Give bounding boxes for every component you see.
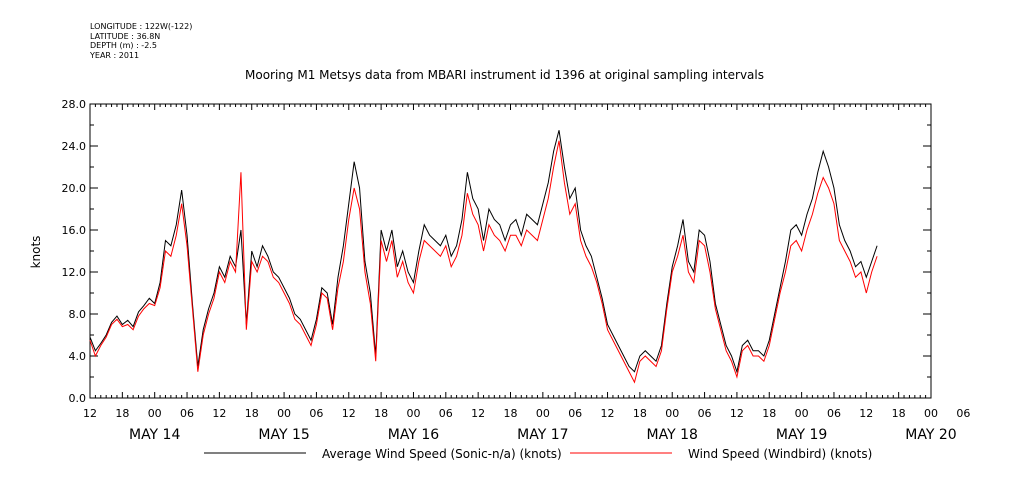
x-hour-tick-label: 06 <box>180 407 194 420</box>
y-tick-label: 28.0 <box>62 98 87 111</box>
x-hour-tick-label: 12 <box>342 407 356 420</box>
x-hour-tick-label: 12 <box>601 407 615 420</box>
x-day-label: MAY 14 <box>129 427 180 443</box>
metadata-block: LONGITUDE : 122W(-122) LATITUDE : 36.8N … <box>90 22 192 60</box>
y-tick-label: 20.0 <box>62 182 87 195</box>
series-line-sonic <box>89 130 878 374</box>
y-tick-label: 24.0 <box>62 140 87 153</box>
x-hour-tick-label: 12 <box>83 407 97 420</box>
x-hour-tick-label: 12 <box>730 407 744 420</box>
x-hour-tick-label: 06 <box>439 407 453 420</box>
chart-title: Mooring M1 Metsys data from MBARI instru… <box>245 68 764 82</box>
x-hour-tick-label: 00 <box>406 407 420 420</box>
x-hour-tick-label: 18 <box>374 407 388 420</box>
x-hour-tick-label: 00 <box>148 407 162 420</box>
x-hour-tick-label: 18 <box>633 407 647 420</box>
x-hour-tick-label: 06 <box>827 407 841 420</box>
meta-year: YEAR : 2011 <box>90 50 140 60</box>
x-hour-tick-label: 18 <box>245 407 259 420</box>
x-hour-tick-label: 18 <box>892 407 906 420</box>
x-hour-tick-label: 00 <box>536 407 550 420</box>
meta-longitude: LONGITUDE : 122W(-122) <box>90 22 193 31</box>
x-day-label: MAY 19 <box>776 427 827 443</box>
x-hour-tick-label: 06 <box>956 407 970 420</box>
y-tick-label: 16.0 <box>62 224 87 237</box>
series-layer <box>89 130 878 384</box>
x-day-label: MAY 15 <box>258 427 309 443</box>
x-hour-tick-label: 00 <box>924 407 938 420</box>
x-hour-tick-label: 00 <box>665 407 679 420</box>
x-day-label: MAY 16 <box>388 427 439 443</box>
y-axis-label: knots <box>29 236 43 269</box>
x-hour-tick-label: 18 <box>115 407 129 420</box>
y-tick-label: 0.0 <box>69 392 87 405</box>
x-axis: 12 18 00 06 12 18 00 06 12 18 00 06 12 18 00 06 12 18 00 06… <box>83 104 970 443</box>
y-tick-label: 12.0 <box>62 266 87 279</box>
x-hour-tick-label: 06 <box>309 407 323 420</box>
x-hour-tick-label: 00 <box>277 407 291 420</box>
legend-label-sonic: Average Wind Speed (Sonic-n/a) (knots) <box>322 447 562 461</box>
x-hour-tick-label: 00 <box>795 407 809 420</box>
y-axis: 0.0 4.0 8.0 12.0 16.0 20.0 24.0 28.0 <box>62 98 931 405</box>
x-hour-tick-label: 18 <box>762 407 776 420</box>
legend: Average Wind Speed (Sonic-n/a) (knots) W… <box>204 447 872 461</box>
meta-depth: DEPTH (m) : -2.5 <box>90 41 157 50</box>
x-hour-tick-label: 12 <box>471 407 485 420</box>
x-hour-tick-label: 06 <box>568 407 582 420</box>
x-day-label: MAY 18 <box>647 427 698 443</box>
legend-label-windbird: Wind Speed (Windbird) (knots) <box>688 447 872 461</box>
x-hour-tick-label: 06 <box>698 407 712 420</box>
series-line-windbird <box>89 140 878 384</box>
x-hour-tick-label: 12 <box>859 407 873 420</box>
y-tick-label: 8.0 <box>69 308 87 321</box>
plot-frame <box>89 103 932 399</box>
meta-latitude: LATITUDE : 36.8N <box>90 31 161 41</box>
x-hour-tick-label: 18 <box>504 407 518 420</box>
x-day-label: MAY 20 <box>905 427 956 443</box>
y-tick-label: 4.0 <box>69 350 87 363</box>
x-hour-tick-label: 12 <box>212 407 226 420</box>
x-day-label: MAY 17 <box>517 427 568 443</box>
